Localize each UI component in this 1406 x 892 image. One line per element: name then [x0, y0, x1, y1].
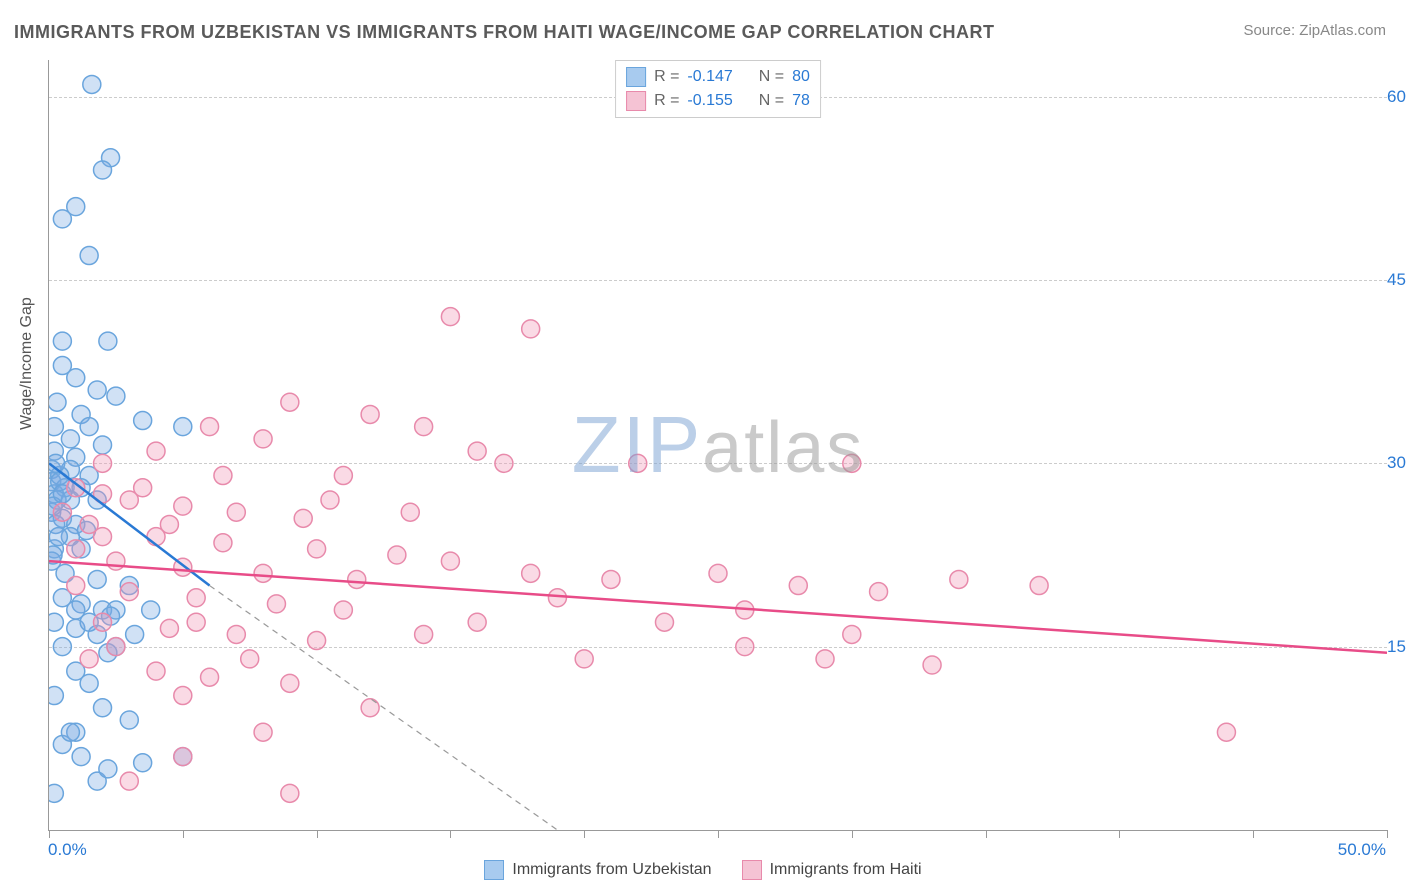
legend-row-haiti: R = -0.155 N = 78	[626, 89, 810, 113]
n-label: N =	[759, 92, 784, 110]
legend-label-uzbekistan: Immigrants from Uzbekistan	[512, 861, 711, 879]
series-legend: Immigrants from Uzbekistan Immigrants fr…	[0, 860, 1406, 880]
swatch-uzbekistan	[626, 67, 646, 87]
r-label: R =	[654, 92, 679, 110]
n-value-haiti: 78	[792, 92, 810, 110]
correlation-legend: R = -0.147 N = 80 R = -0.155 N = 78	[615, 60, 821, 118]
legend-item-haiti: Immigrants from Haiti	[742, 860, 922, 880]
plot-area: R = -0.147 N = 80 R = -0.155 N = 78 ZIPa…	[48, 60, 1387, 831]
swatch-haiti-icon	[742, 860, 762, 880]
r-label: R =	[654, 68, 679, 86]
n-value-uzbekistan: 80	[792, 68, 810, 86]
x-max-label: 50.0%	[1338, 840, 1386, 860]
swatch-uzbekistan-icon	[484, 860, 504, 880]
legend-label-haiti: Immigrants from Haiti	[770, 861, 922, 879]
n-label: N =	[759, 68, 784, 86]
source-label: Source: ZipAtlas.com	[1243, 22, 1386, 39]
x-min-label: 0.0%	[48, 840, 87, 860]
swatch-haiti	[626, 91, 646, 111]
r-value-haiti: -0.155	[687, 92, 732, 110]
r-value-uzbekistan: -0.147	[687, 68, 732, 86]
chart-container: IMMIGRANTS FROM UZBEKISTAN VS IMMIGRANTS…	[0, 0, 1406, 892]
scatter-svg	[49, 60, 1387, 830]
chart-title: IMMIGRANTS FROM UZBEKISTAN VS IMMIGRANTS…	[14, 22, 994, 43]
y-axis-label: Wage/Income Gap	[18, 297, 36, 430]
legend-item-uzbekistan: Immigrants from Uzbekistan	[484, 860, 711, 880]
legend-row-uzbekistan: R = -0.147 N = 80	[626, 65, 810, 89]
